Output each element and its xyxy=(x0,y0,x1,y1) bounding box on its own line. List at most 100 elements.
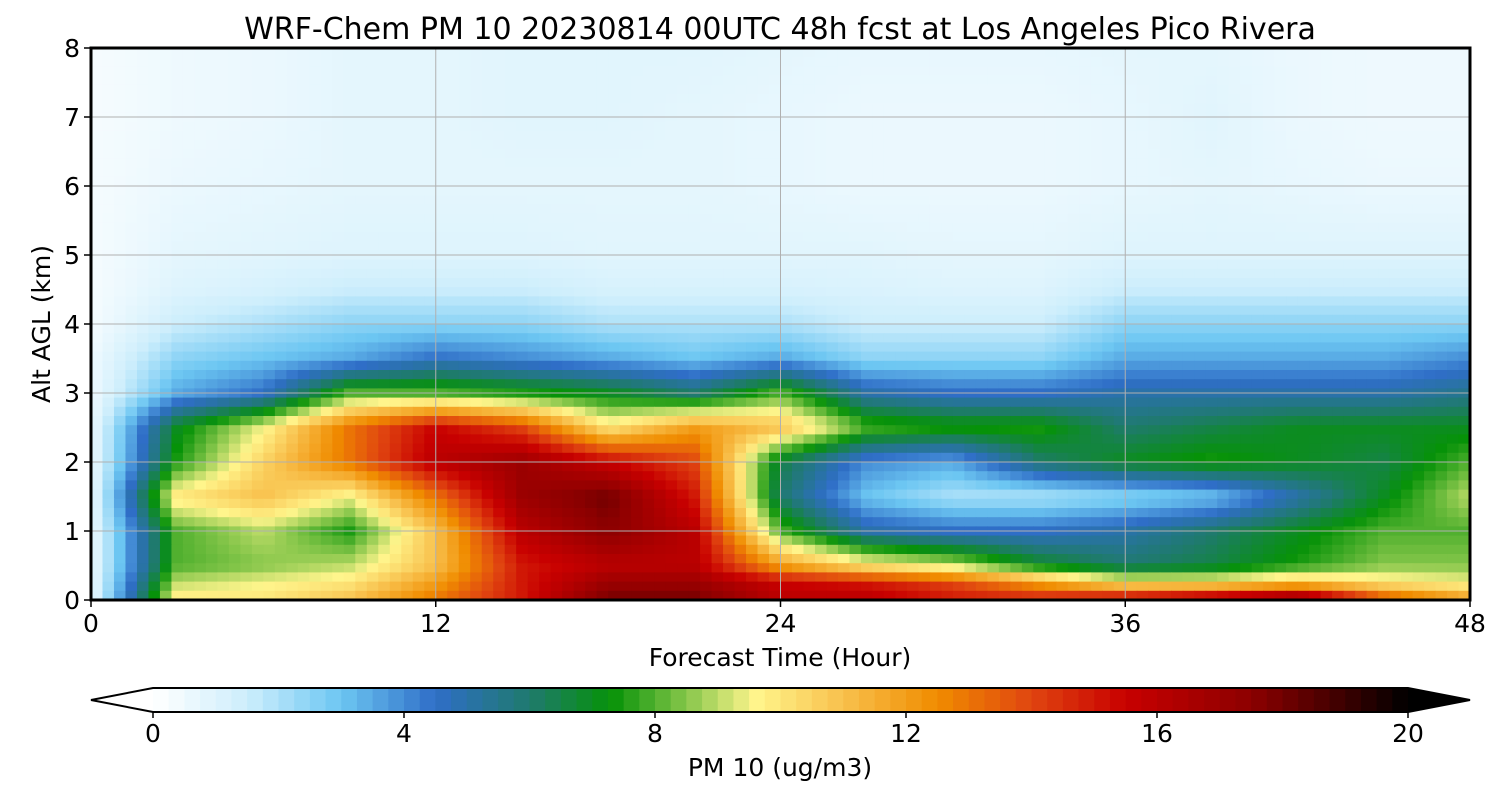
heatmap-cell xyxy=(941,48,954,58)
heatmap-cell xyxy=(964,130,977,141)
heatmap-cell xyxy=(343,397,356,408)
heatmap-cell xyxy=(182,75,196,86)
heatmap-cell xyxy=(585,213,598,224)
heatmap-cell xyxy=(1033,360,1046,371)
heatmap-cell xyxy=(389,204,402,215)
heatmap-cell xyxy=(1274,222,1287,233)
heatmap-cell xyxy=(895,259,908,270)
heatmap-cell xyxy=(1010,268,1023,279)
heatmap-cell xyxy=(757,57,770,67)
heatmap-cell xyxy=(849,241,862,251)
heatmap-cell xyxy=(309,186,322,196)
heatmap-cell xyxy=(1389,186,1402,196)
heatmap-cell xyxy=(1343,75,1356,86)
heatmap-cell xyxy=(700,140,713,150)
heatmap-cell xyxy=(1320,333,1333,343)
heatmap-cell xyxy=(194,75,207,86)
heatmap-cell xyxy=(860,406,874,417)
heatmap-cell xyxy=(228,232,241,242)
heatmap-cell xyxy=(1148,75,1161,86)
heatmap-cell xyxy=(1447,333,1460,343)
heatmap-cell xyxy=(470,241,483,251)
heatmap-cell xyxy=(527,342,540,353)
heatmap-cell xyxy=(585,379,598,389)
heatmap-cell xyxy=(1320,84,1333,95)
heatmap-cell xyxy=(539,48,552,58)
heatmap-cell xyxy=(1056,158,1069,169)
heatmap-cell xyxy=(366,186,379,196)
heatmap-cell xyxy=(1297,379,1310,389)
heatmap-cell xyxy=(1355,130,1368,141)
heatmap-cell xyxy=(791,48,805,58)
heatmap-cell xyxy=(136,370,150,380)
heatmap-cell xyxy=(596,84,609,95)
heatmap-cell xyxy=(1090,259,1103,270)
heatmap-cell xyxy=(746,259,759,270)
heatmap-cell xyxy=(837,75,851,86)
heatmap-cell xyxy=(424,195,437,205)
heatmap-cell xyxy=(1320,149,1333,159)
heatmap-cell xyxy=(1217,195,1230,205)
heatmap-cell xyxy=(182,333,196,343)
heatmap-cell xyxy=(975,305,988,316)
heatmap-cell xyxy=(791,360,805,371)
heatmap-cell xyxy=(550,324,563,334)
heatmap-cell xyxy=(481,103,494,113)
heatmap-cell xyxy=(205,48,219,58)
heatmap-cell xyxy=(975,314,988,325)
heatmap-cell xyxy=(769,48,782,58)
heatmap-cell xyxy=(998,66,1011,77)
heatmap-cell xyxy=(837,130,851,141)
heatmap-cell xyxy=(860,370,874,380)
heatmap-cell xyxy=(1067,103,1080,113)
heatmap-cell xyxy=(1090,278,1103,288)
heatmap-cell xyxy=(1217,379,1230,389)
heatmap-cell xyxy=(516,204,529,215)
heatmap-cell xyxy=(941,278,954,288)
heatmap-cell xyxy=(1113,379,1126,389)
heatmap-cell xyxy=(159,158,173,169)
heatmap-cell xyxy=(1136,121,1149,132)
heatmap-cell xyxy=(952,103,965,113)
heatmap-cell xyxy=(1159,204,1172,215)
heatmap-cell xyxy=(562,84,575,95)
heatmap-cell xyxy=(1056,416,1069,426)
heatmap-cell xyxy=(769,287,782,297)
heatmap-cell xyxy=(148,333,161,343)
heatmap-cell xyxy=(1286,305,1299,316)
heatmap-cell xyxy=(860,360,874,371)
heatmap-cell xyxy=(274,379,287,389)
heatmap-cell xyxy=(883,268,897,279)
heatmap-cell xyxy=(665,278,678,288)
heatmap-cell xyxy=(642,342,655,353)
heatmap-cell xyxy=(240,314,253,325)
heatmap-cell xyxy=(1435,360,1448,371)
heatmap-cell xyxy=(493,296,506,307)
heatmap-cell xyxy=(895,305,908,316)
heatmap-cell xyxy=(1228,121,1241,132)
heatmap-cell xyxy=(1458,379,1471,389)
heatmap-cell xyxy=(1435,259,1448,270)
heatmap-cell xyxy=(194,94,207,104)
heatmap-cell xyxy=(608,416,621,426)
heatmap-cell xyxy=(895,140,908,150)
heatmap-cell xyxy=(274,204,287,215)
heatmap-cell xyxy=(1343,296,1356,307)
heatmap-cell xyxy=(562,314,575,325)
heatmap-cell xyxy=(1366,360,1379,371)
heatmap-cell xyxy=(1136,305,1149,316)
heatmap-cell xyxy=(585,103,598,113)
heatmap-cell xyxy=(1378,397,1391,408)
heatmap-cell xyxy=(964,158,977,169)
heatmap-cell xyxy=(102,397,115,408)
heatmap-cell xyxy=(332,406,345,417)
heatmap-cell xyxy=(826,94,839,104)
heatmap-cell xyxy=(194,425,207,435)
heatmap-cell xyxy=(837,232,851,242)
heatmap-cell xyxy=(516,149,529,159)
heatmap-cell xyxy=(458,176,471,187)
heatmap-cell xyxy=(343,195,356,205)
heatmap-cell xyxy=(102,259,115,270)
heatmap-cell xyxy=(906,158,919,169)
heatmap-cell xyxy=(1355,314,1368,325)
